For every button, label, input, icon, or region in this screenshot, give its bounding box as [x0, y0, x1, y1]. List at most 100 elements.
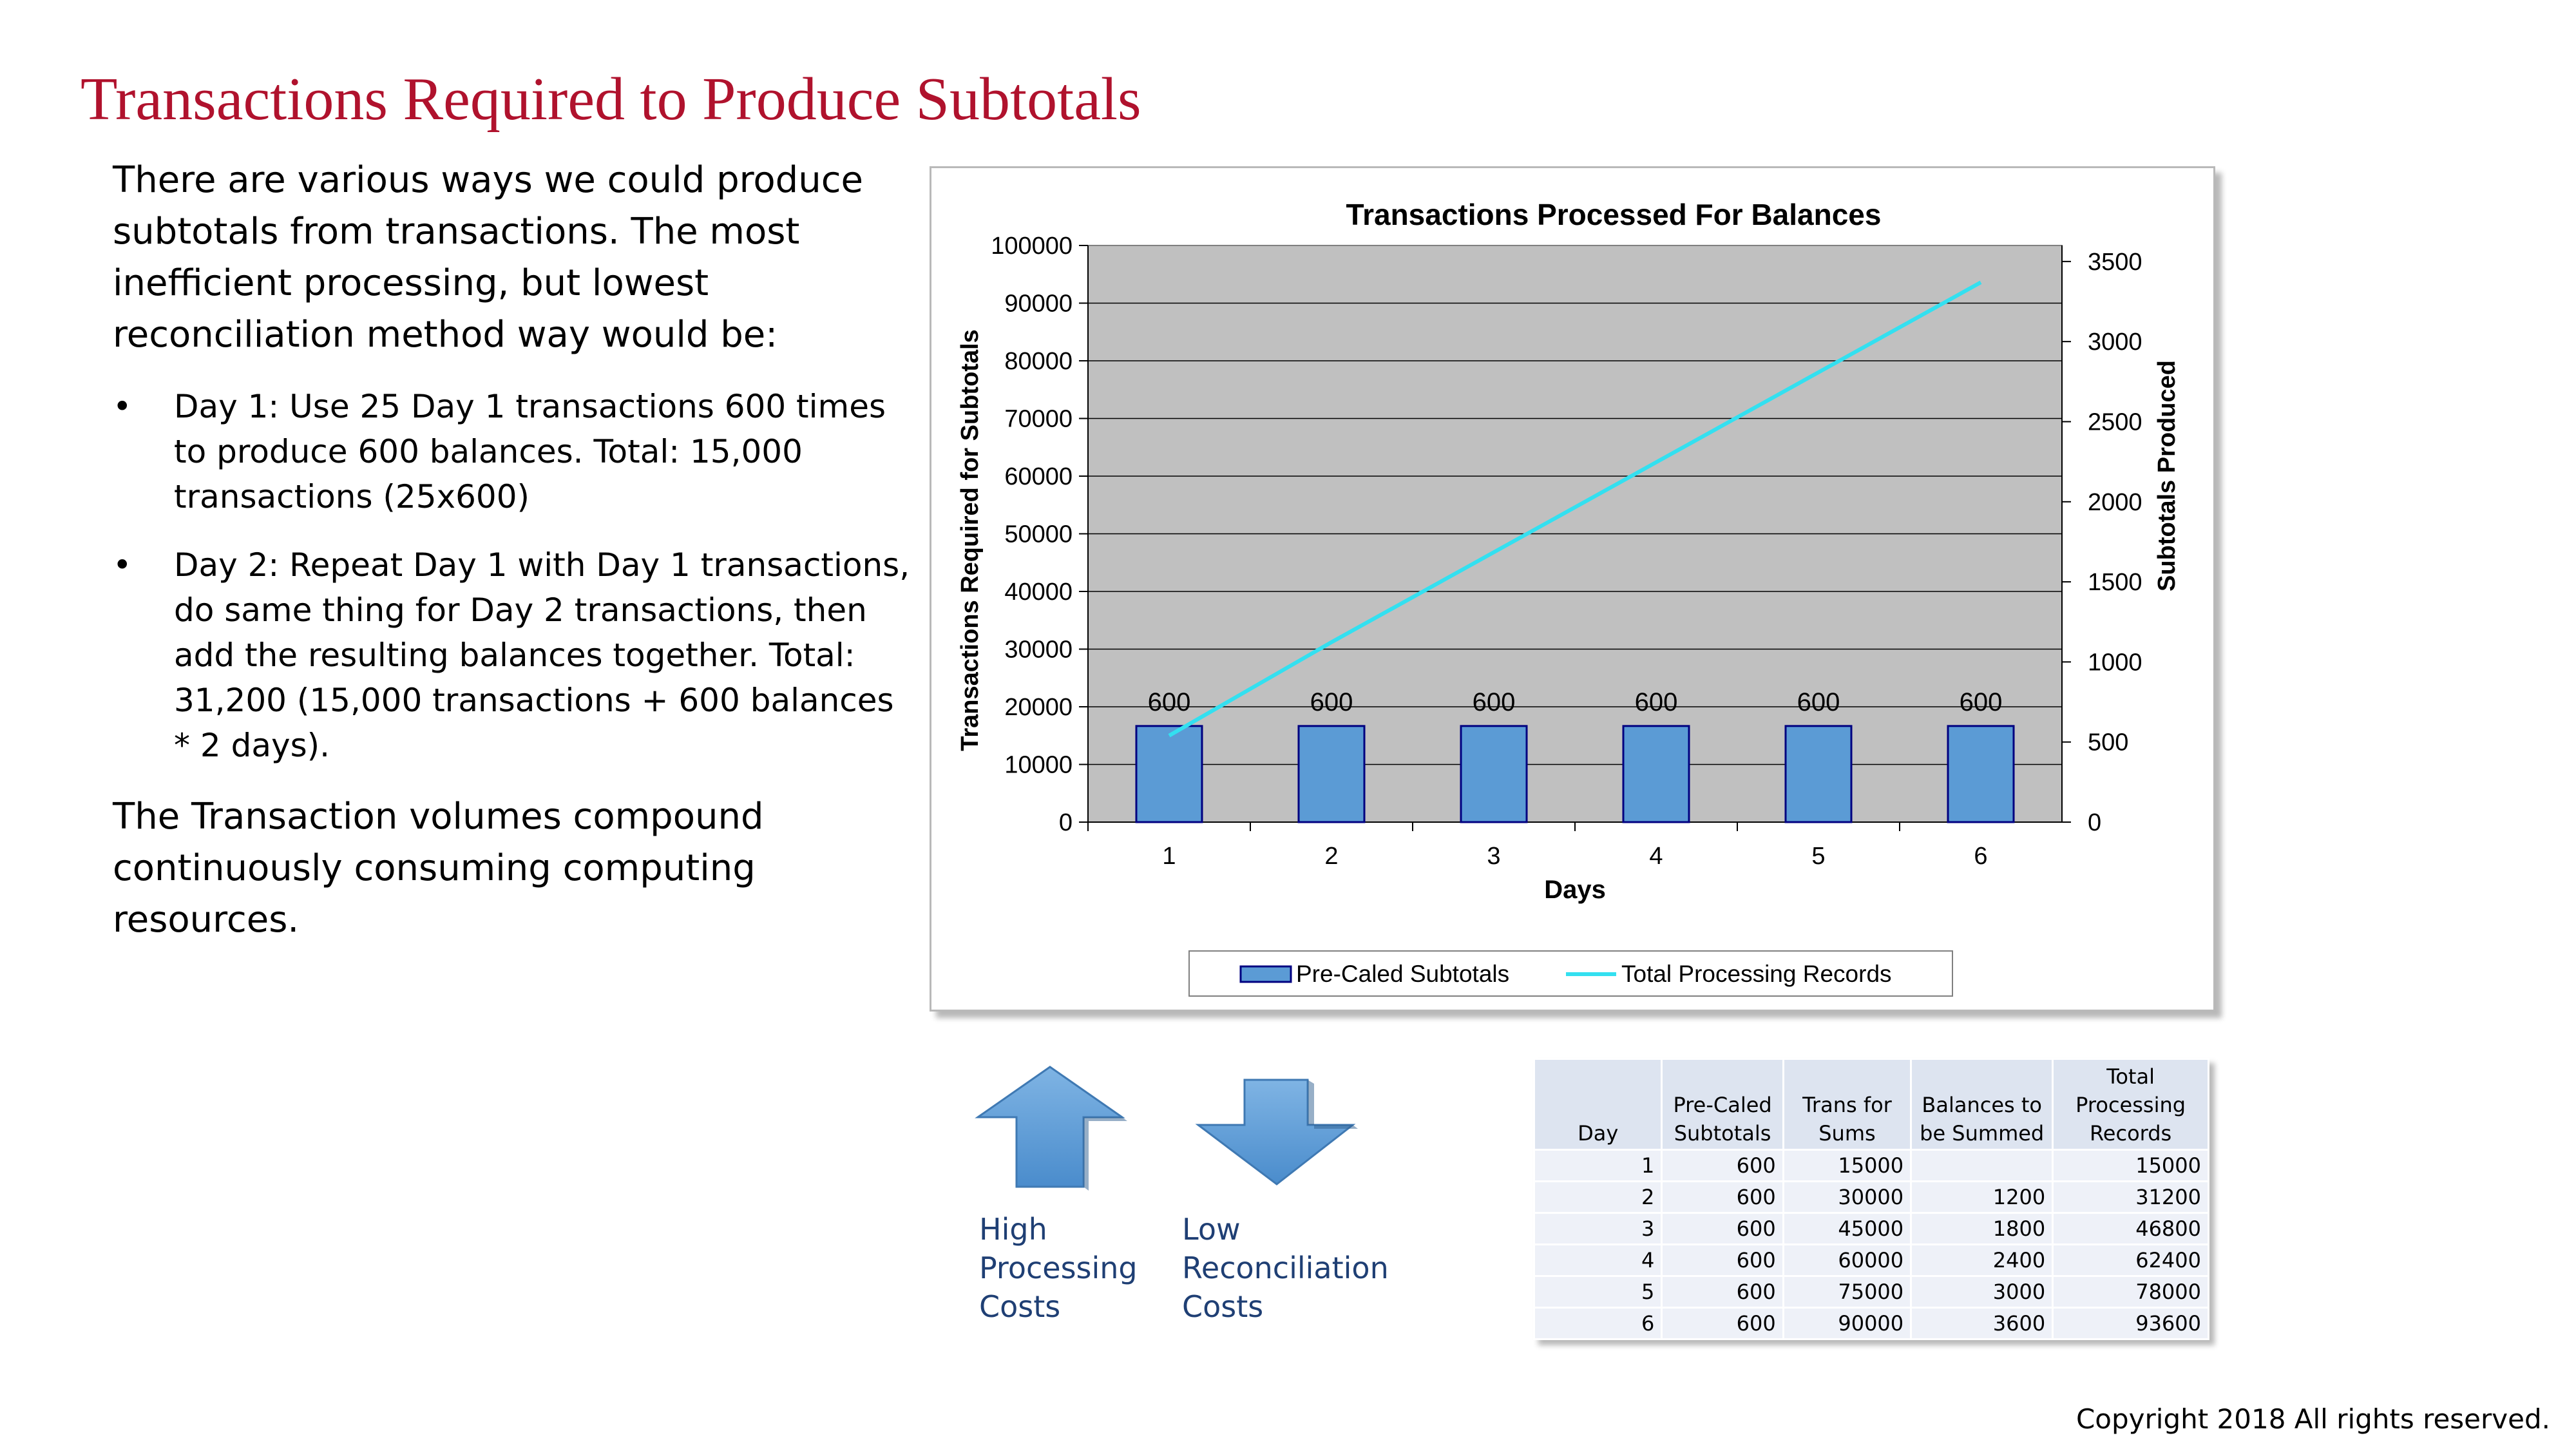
cell-day: 2 — [1532, 1180, 1663, 1214]
cell-balances: 2400 — [1910, 1243, 2054, 1277]
bullet-list: • Day 1: Use 25 Day 1 transactions 600 t… — [113, 384, 911, 768]
bar — [1622, 725, 1690, 823]
col-header-total: Total Processing Records — [2052, 1058, 2209, 1151]
bullet-day-2: • Day 2: Repeat Day 1 with Day 1 transac… — [113, 542, 911, 768]
y2-tick-label: 3500 — [2088, 249, 2142, 276]
cell-pre-caled: 600 — [1661, 1149, 1784, 1182]
y2-tick-label: 1500 — [2088, 569, 2142, 596]
cell-pre-caled: 600 — [1661, 1212, 1784, 1245]
legend-label-total-processing-records: Total Processing Records — [1621, 961, 1892, 987]
x-tick-label: 4 — [1649, 843, 1663, 870]
y2-tick-label: 2500 — [2088, 408, 2142, 436]
y-tick-label: 30000 — [1004, 637, 1073, 664]
cell-trans: 15000 — [1782, 1149, 1913, 1182]
x-tick-label: 3 — [1487, 843, 1500, 870]
line-series-total-processing-records — [1168, 280, 1982, 738]
arrow-up-icon — [973, 1064, 1134, 1196]
conclusion-paragraph: The Transaction volumes compound continu… — [113, 796, 764, 941]
x-axis-title: Days — [1544, 876, 1606, 904]
chart-container: 0 10000 20000 30000 40000 50000 60000 70000 8000… — [930, 166, 2215, 1012]
bar-data-label: 600 — [1148, 688, 1191, 716]
arrow-down-icon — [1192, 1076, 1359, 1195]
bar — [1784, 725, 1853, 823]
x-tick-label: 1 — [1162, 843, 1176, 870]
y2-tick-label: 0 — [2088, 809, 2101, 836]
intro-paragraph: There are various ways we could produce … — [113, 159, 863, 356]
legend-label-pre-caled-subtotals: Pre-Caled Subtotals — [1296, 961, 1509, 987]
cell-trans: 75000 — [1782, 1275, 1913, 1309]
cell-pre-caled: 600 — [1661, 1180, 1784, 1214]
y-tick-label: 0 — [1059, 809, 1073, 836]
bar-data-label: 600 — [1960, 688, 2003, 716]
y-axis-title: Transactions Required for Subtotals — [957, 329, 984, 751]
y2-tick-label: 500 — [2088, 729, 2128, 756]
cell-day: 1 — [1532, 1149, 1663, 1182]
bar — [1297, 725, 1366, 823]
chart-title: Transactions Processed For Balances — [1346, 198, 1882, 231]
cell-trans: 90000 — [1782, 1307, 1913, 1340]
cell-pre-caled: 600 — [1661, 1307, 1784, 1340]
cell-pre-caled: 600 — [1661, 1243, 1784, 1277]
bullet-marker: • — [113, 388, 132, 425]
y-tick-label: 60000 — [1004, 463, 1073, 490]
x-tick-label: 6 — [1974, 843, 1987, 870]
cell-balances: 3000 — [1910, 1275, 2054, 1309]
cell-balances: 1200 — [1910, 1180, 2054, 1214]
y-tick-label: 70000 — [1004, 406, 1073, 433]
cell-day: 6 — [1532, 1307, 1663, 1340]
cell-balances: 3600 — [1910, 1307, 2054, 1340]
cell-total: 15000 — [2052, 1149, 2209, 1182]
y-tick-label: 100000 — [991, 233, 1073, 260]
cell-total: 46800 — [2052, 1212, 2209, 1245]
bar-data-label: 600 — [1310, 688, 1353, 716]
cell-balances: 1800 — [1910, 1212, 2054, 1245]
y-tick-label: 10000 — [1004, 752, 1073, 779]
table-row: 6 600 90000 3600 93600 — [1532, 1307, 2209, 1340]
bullet-day-1: • Day 1: Use 25 Day 1 transactions 600 t… — [113, 384, 911, 519]
cell-pre-caled: 600 — [1661, 1275, 1784, 1309]
cell-total: 62400 — [2052, 1243, 2209, 1277]
table-row: 2 600 30000 1200 31200 — [1532, 1180, 2209, 1214]
cell-total: 78000 — [2052, 1275, 2209, 1309]
body-text: There are various ways we could produce … — [113, 155, 911, 963]
y2-tick-label: 2000 — [2088, 489, 2142, 516]
bullet-marker: • — [113, 546, 132, 584]
x-tick-label: 2 — [1324, 843, 1338, 870]
bar — [1135, 725, 1203, 823]
cell-trans: 60000 — [1782, 1243, 1913, 1277]
col-header-trans-for-sums: Trans for Sums — [1782, 1058, 1913, 1151]
cell-day: 3 — [1532, 1212, 1663, 1245]
page-title: Transactions Required to Produce Subtota… — [81, 66, 1141, 133]
y2-tick-label: 3000 — [2088, 329, 2142, 356]
cell-day: 4 — [1532, 1243, 1663, 1277]
y-tick-label: 20000 — [1004, 694, 1073, 721]
legend-swatch-bar — [1239, 965, 1292, 983]
cell-trans: 30000 — [1782, 1180, 1913, 1214]
y-tick-label: 50000 — [1004, 521, 1073, 548]
data-table: Day Pre-Caled Subtotals Trans for Sums B… — [1532, 1058, 2209, 1340]
high-processing-costs-label: High Processing Costs — [979, 1212, 1138, 1324]
bullet-text: Day 1: Use 25 Day 1 transactions 600 tim… — [174, 388, 886, 515]
table-row: 1 600 15000 15000 — [1532, 1149, 2209, 1182]
y2-axis-title: Subtotals Produced — [2153, 360, 2180, 591]
x-tick-label: 5 — [1811, 843, 1825, 870]
cell-total: 31200 — [2052, 1180, 2209, 1214]
col-header-pre-caled: Pre-Caled Subtotals — [1661, 1058, 1784, 1151]
copyright-text: Copyright 2018 All rights reserved. — [2075, 1403, 2550, 1435]
low-reconciliation-costs-label: Low Reconciliation Costs — [1182, 1212, 1389, 1324]
bar-data-label: 600 — [1473, 688, 1516, 716]
bar-data-label: 600 — [1635, 688, 1678, 716]
col-header-balances: Balances to be Summed — [1910, 1058, 2054, 1151]
bar — [1460, 725, 1528, 823]
bullet-text: Day 2: Repeat Day 1 with Day 1 transacti… — [174, 546, 910, 764]
bar — [1947, 725, 2015, 823]
y2-tick-label: 1000 — [2088, 649, 2142, 676]
chart-svg: 0100002000030000400005000060000700008000… — [957, 198, 2180, 997]
col-header-day: Day — [1532, 1058, 1663, 1151]
cell-trans: 45000 — [1782, 1212, 1913, 1245]
table-row: 5 600 75000 3000 78000 — [1532, 1275, 2209, 1309]
table-row: 4 600 60000 2400 62400 — [1532, 1243, 2209, 1277]
cell-day: 5 — [1532, 1275, 1663, 1309]
y-tick-label: 40000 — [1004, 579, 1073, 606]
table-header-row: Day Pre-Caled Subtotals Trans for Sums B… — [1532, 1058, 2209, 1151]
